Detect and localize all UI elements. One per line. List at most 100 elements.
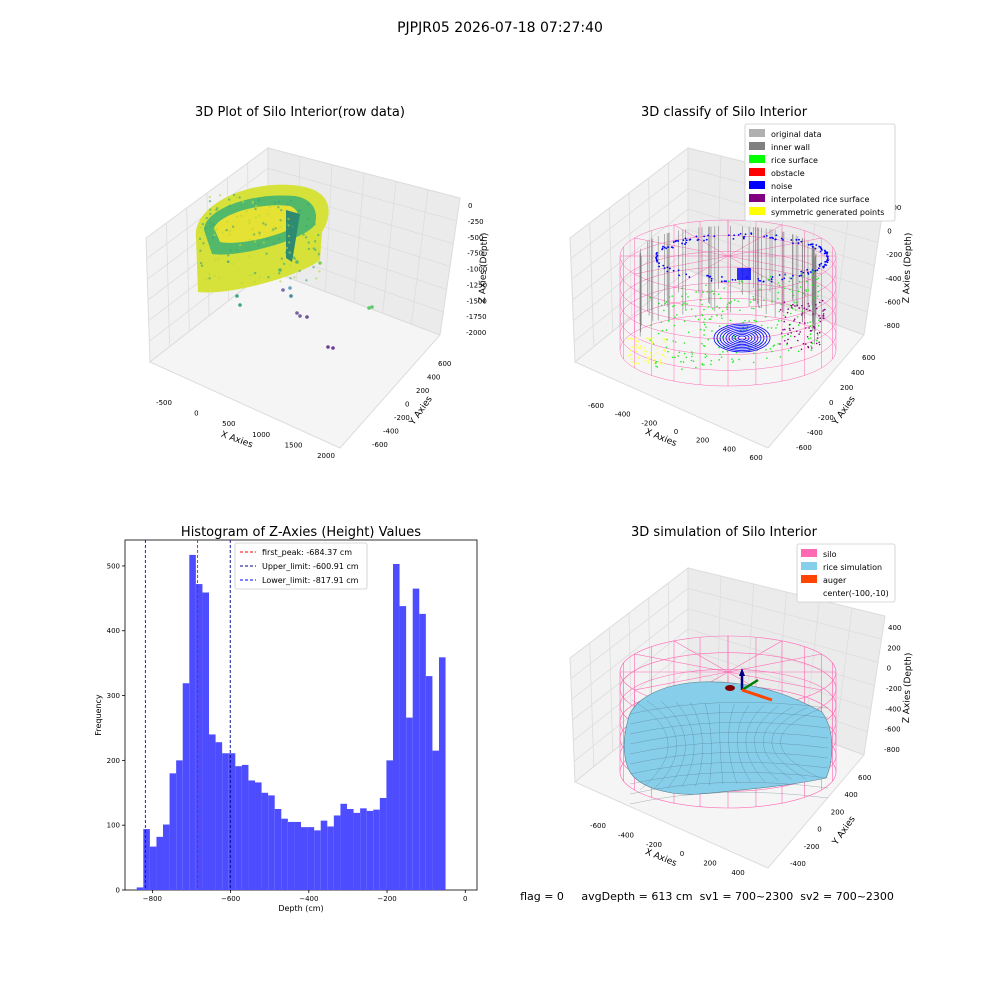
cloud-point	[226, 260, 230, 263]
noise-point	[705, 238, 708, 241]
cloud-point	[253, 280, 257, 284]
histogram-bar	[281, 818, 288, 890]
histogram-bar	[202, 592, 210, 890]
symmetric-point	[636, 337, 639, 340]
rice-surface-point	[798, 280, 801, 283]
histogram-bar	[406, 717, 413, 890]
cloud-point	[284, 251, 288, 254]
panel4-auger-bar	[741, 688, 773, 702]
rice-surface-point	[705, 284, 707, 287]
noise-point	[792, 242, 794, 245]
symmetric-point	[662, 362, 665, 365]
x-tick-label: −400	[299, 895, 318, 903]
cloud-point	[248, 255, 251, 258]
rice-surface-point	[701, 363, 704, 366]
rice-surface-point	[760, 324, 763, 327]
histogram-bar	[412, 588, 420, 890]
noise-point	[765, 234, 768, 237]
rice-surface-point	[697, 318, 700, 321]
cloud-point	[318, 270, 321, 273]
noise-point	[681, 242, 683, 245]
noise-point	[806, 268, 809, 271]
cloud-point	[289, 199, 293, 203]
rice-surface-point	[758, 306, 761, 308]
rice-surface-point	[732, 337, 735, 340]
symmetric-point	[629, 349, 632, 352]
noise-swirl	[716, 325, 768, 351]
interpolated-point	[819, 320, 822, 323]
noise-point	[820, 262, 823, 265]
interpolated-point	[822, 317, 824, 319]
cloud-point	[277, 200, 281, 204]
noise-point	[658, 265, 661, 268]
rice-surface-point	[796, 316, 799, 318]
noise-point	[817, 267, 820, 270]
mesh-line	[661, 701, 686, 789]
cloud-point	[198, 237, 202, 241]
rice-surface-point	[791, 290, 794, 293]
noise-point	[733, 234, 736, 237]
noise-point	[800, 270, 803, 273]
cloud-point	[208, 272, 211, 276]
axis-tick-label: 200	[696, 437, 709, 445]
cloud-point	[199, 261, 203, 265]
symmetric-point	[653, 358, 656, 361]
cloud-point	[258, 275, 262, 278]
interpolated-point	[804, 343, 807, 345]
interpolated-point	[802, 342, 805, 345]
noise-swirl	[728, 331, 756, 345]
noise-point	[685, 241, 688, 244]
rice-surface-point	[667, 350, 669, 353]
rice-surface-point	[807, 337, 810, 340]
rice-surface-point	[701, 342, 703, 345]
axis-tick-label: 0	[468, 202, 472, 210]
histogram-bar	[235, 766, 242, 890]
rice-surface-point	[685, 309, 687, 311]
outlier-point	[295, 311, 299, 315]
rice-surface-point	[804, 294, 807, 296]
noise-point	[807, 243, 810, 246]
histogram-bar	[222, 753, 229, 890]
noise-point	[811, 243, 814, 246]
panel1-x-ticks: -500 0 500 1000 1500 2000	[156, 399, 335, 460]
noise-point	[814, 247, 817, 250]
outlier-point	[281, 288, 285, 292]
noise-swirl	[737, 335, 747, 341]
symmetric-point	[649, 337, 652, 340]
cloud-point	[228, 198, 231, 201]
axis-tick-label: 200	[887, 644, 900, 652]
legend-label: original data	[771, 130, 822, 139]
rice-surface-point	[748, 320, 751, 322]
noise-point	[671, 246, 674, 249]
outlier-point	[295, 260, 299, 264]
symmetric-point	[643, 350, 646, 353]
cloud-point	[317, 233, 320, 237]
cloud-point	[254, 240, 257, 243]
interpolated-point	[783, 301, 786, 303]
interpolated-point	[811, 347, 813, 349]
noise-point	[744, 233, 747, 236]
axis-tick-label: 400	[723, 445, 736, 453]
axis-tick-label: -600	[885, 298, 901, 306]
histogram-bar	[261, 792, 269, 890]
cloud-point	[238, 196, 241, 199]
rice-surface-point	[792, 294, 795, 297]
rice-surface-point	[766, 326, 769, 329]
panel1-z-ticks: 0 -250 -500 -750 -1000 -1250 -1500 -1750 -2000	[466, 202, 487, 337]
outlier-point	[238, 303, 242, 307]
axis-tick-label: 200	[416, 387, 429, 395]
rice-surface-point	[681, 368, 683, 370]
axis-tick-label: -200	[804, 843, 820, 851]
rice-surface-point	[749, 301, 752, 303]
rice-surface-point	[753, 307, 755, 310]
rice-surface-point	[667, 319, 670, 322]
cloud-point	[317, 253, 321, 256]
cloud-point	[227, 254, 230, 257]
symmetric-point	[634, 346, 637, 349]
rice-surface-point	[726, 303, 729, 306]
symmetric-point	[652, 354, 655, 357]
cloud-point	[254, 216, 257, 219]
interpolated-point	[795, 330, 798, 333]
noise-point	[802, 271, 805, 274]
rice-surface-point	[703, 329, 705, 332]
